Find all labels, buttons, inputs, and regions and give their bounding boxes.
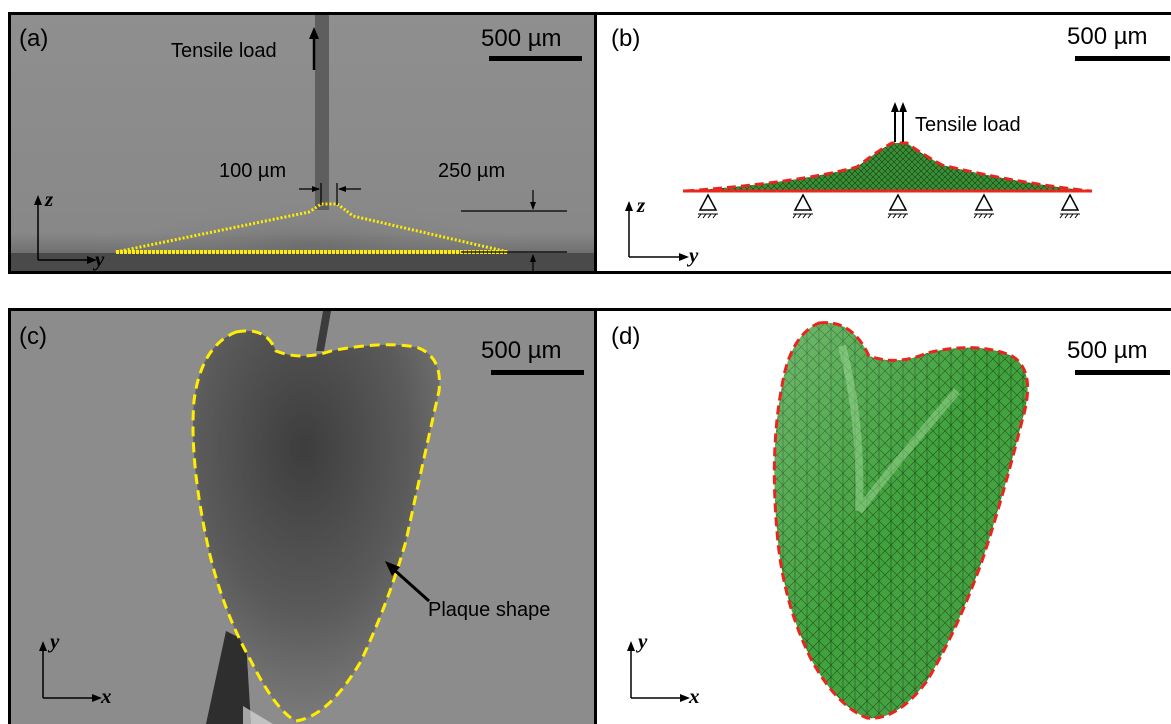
- panel-c-image: [11, 311, 595, 724]
- substrate-bar: [11, 253, 595, 271]
- annotation-label: Plaque shape: [428, 599, 551, 621]
- panel-label: (b): [611, 25, 641, 52]
- axis-h-label: x: [101, 684, 112, 708]
- axis-h-label: y: [689, 243, 699, 267]
- scale-label: 500 µm: [481, 337, 562, 364]
- axis-v-label: y: [638, 629, 648, 653]
- load-label: Tensile load: [171, 40, 277, 62]
- panel-d: (d) 500 µm y x: [594, 308, 1171, 724]
- dim-top-label: 100 µm: [219, 160, 287, 182]
- panel-b: (b) 500 µm Tensile load z y: [594, 12, 1171, 274]
- plaque-outline: [115, 202, 509, 254]
- annotation-arrow: [389, 565, 431, 603]
- scale-label: 500 µm: [1067, 337, 1148, 364]
- thread: [315, 15, 329, 210]
- panel-label: (d): [611, 323, 641, 350]
- panel-label: (c): [19, 323, 47, 350]
- support-icons: [698, 193, 1080, 211]
- scale-bar: [491, 370, 584, 375]
- thread: [316, 311, 331, 351]
- load-label: Tensile load: [915, 114, 1021, 136]
- panel-b-image: [597, 15, 1171, 271]
- scale-label: 500 µm: [481, 25, 562, 52]
- plaque-image: [193, 330, 440, 721]
- scale-bar: [1075, 370, 1170, 375]
- panel-c: (c) 500 µm Plaque shape y x: [8, 308, 598, 724]
- axis-v-label: z: [637, 193, 646, 217]
- plaque-outline: [772, 321, 1030, 720]
- load-arrows: [891, 102, 907, 142]
- panel-a: (a) 500 µm Tensile load 100 µm 250 µm z …: [8, 12, 598, 274]
- mesh-plaque: [685, 143, 1090, 191]
- panel-a-image: [11, 15, 595, 271]
- axis-v-label: y: [50, 629, 60, 653]
- dim-height-label: 250 µm: [438, 160, 506, 182]
- scale-label: 500 µm: [1067, 23, 1148, 50]
- panel-d-image: [597, 311, 1171, 724]
- scale-bar: [489, 56, 582, 61]
- axis-h-label: y: [95, 247, 105, 271]
- plaque-outline: [191, 329, 442, 723]
- plaque-outline: [684, 141, 1091, 193]
- axis-h-label: x: [689, 684, 700, 708]
- scale-bar: [1075, 56, 1170, 61]
- panel-label: (a): [19, 25, 49, 52]
- axis-v-label: z: [45, 187, 54, 211]
